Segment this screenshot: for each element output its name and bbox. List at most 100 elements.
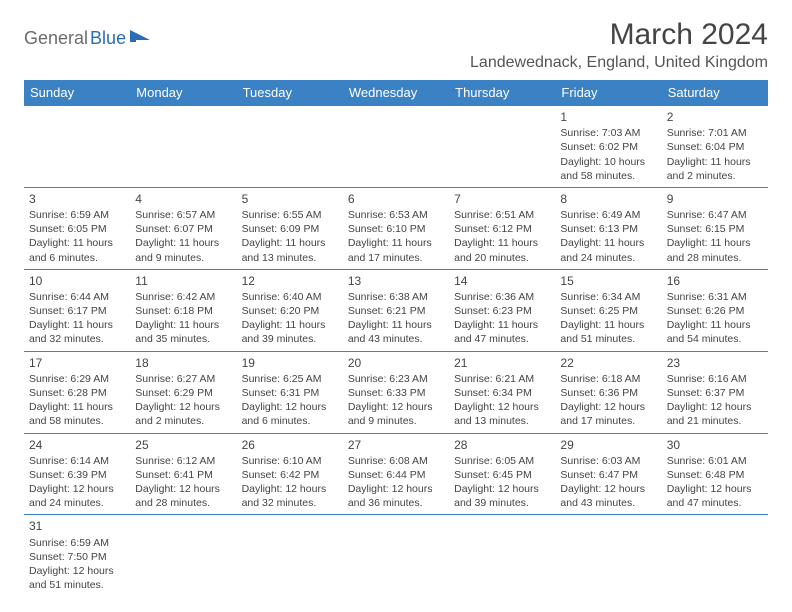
day-number: 6 [348, 191, 444, 207]
sunrise-line: Sunrise: 6:59 AM [29, 208, 125, 222]
sunset-line: Sunset: 6:36 PM [560, 386, 656, 400]
calendar-table: SundayMondayTuesdayWednesdayThursdayFrid… [24, 80, 768, 596]
day-number: 9 [667, 191, 763, 207]
calendar-cell [24, 106, 130, 188]
logo-text-blue: Blue [90, 28, 126, 49]
daylight-line-1: Daylight: 11 hours [135, 236, 231, 250]
day-number: 25 [135, 437, 231, 453]
sunrise-line: Sunrise: 6:57 AM [135, 208, 231, 222]
daylight-line-1: Daylight: 12 hours [29, 482, 125, 496]
sunset-line: Sunset: 6:47 PM [560, 468, 656, 482]
sunrise-line: Sunrise: 6:34 AM [560, 290, 656, 304]
sunrise-line: Sunrise: 6:25 AM [242, 372, 338, 386]
calendar-cell: 5Sunrise: 6:55 AMSunset: 6:09 PMDaylight… [237, 187, 343, 269]
daylight-line-2: and 39 minutes. [454, 496, 550, 510]
daylight-line-1: Daylight: 11 hours [242, 236, 338, 250]
daylight-line-1: Daylight: 12 hours [135, 482, 231, 496]
sunrise-line: Sunrise: 6:01 AM [667, 454, 763, 468]
calendar-cell: 23Sunrise: 6:16 AMSunset: 6:37 PMDayligh… [662, 351, 768, 433]
daylight-line-2: and 9 minutes. [348, 414, 444, 428]
flag-icon [130, 28, 152, 49]
location: Landewednack, England, United Kingdom [470, 54, 768, 72]
calendar-cell [662, 515, 768, 596]
calendar-cell: 1Sunrise: 7:03 AMSunset: 6:02 PMDaylight… [555, 106, 661, 188]
day-header: Saturday [662, 80, 768, 106]
day-number: 2 [667, 109, 763, 125]
sunrise-line: Sunrise: 6:29 AM [29, 372, 125, 386]
day-header: Thursday [449, 80, 555, 106]
sunset-line: Sunset: 6:09 PM [242, 222, 338, 236]
daylight-line-2: and 24 minutes. [29, 496, 125, 510]
daylight-line-2: and 28 minutes. [135, 496, 231, 510]
calendar-cell: 18Sunrise: 6:27 AMSunset: 6:29 PMDayligh… [130, 351, 236, 433]
day-number: 21 [454, 355, 550, 371]
calendar-cell: 29Sunrise: 6:03 AMSunset: 6:47 PMDayligh… [555, 433, 661, 515]
day-number: 15 [560, 273, 656, 289]
sunrise-line: Sunrise: 6:10 AM [242, 454, 338, 468]
sunset-line: Sunset: 6:48 PM [667, 468, 763, 482]
daylight-line-2: and 36 minutes. [348, 496, 444, 510]
daylight-line-2: and 58 minutes. [560, 169, 656, 183]
daylight-line-1: Daylight: 11 hours [135, 318, 231, 332]
day-number: 11 [135, 273, 231, 289]
sunset-line: Sunset: 6:20 PM [242, 304, 338, 318]
calendar-row: 3Sunrise: 6:59 AMSunset: 6:05 PMDaylight… [24, 187, 768, 269]
calendar-cell: 12Sunrise: 6:40 AMSunset: 6:20 PMDayligh… [237, 269, 343, 351]
sunset-line: Sunset: 6:29 PM [135, 386, 231, 400]
calendar-cell: 19Sunrise: 6:25 AMSunset: 6:31 PMDayligh… [237, 351, 343, 433]
day-number: 13 [348, 273, 444, 289]
sunrise-line: Sunrise: 6:05 AM [454, 454, 550, 468]
calendar-cell: 21Sunrise: 6:21 AMSunset: 6:34 PMDayligh… [449, 351, 555, 433]
daylight-line-2: and 43 minutes. [348, 332, 444, 346]
day-number: 29 [560, 437, 656, 453]
daylight-line-2: and 32 minutes. [242, 496, 338, 510]
daylight-line-2: and 47 minutes. [454, 332, 550, 346]
calendar-cell: 22Sunrise: 6:18 AMSunset: 6:36 PMDayligh… [555, 351, 661, 433]
sunrise-line: Sunrise: 6:14 AM [29, 454, 125, 468]
daylight-line-1: Daylight: 12 hours [242, 482, 338, 496]
sunrise-line: Sunrise: 6:36 AM [454, 290, 550, 304]
daylight-line-1: Daylight: 12 hours [560, 400, 656, 414]
sunset-line: Sunset: 6:13 PM [560, 222, 656, 236]
day-number: 4 [135, 191, 231, 207]
day-number: 10 [29, 273, 125, 289]
daylight-line-1: Daylight: 12 hours [29, 564, 125, 578]
logo: General Blue [24, 28, 152, 49]
calendar-cell: 14Sunrise: 6:36 AMSunset: 6:23 PMDayligh… [449, 269, 555, 351]
sunrise-line: Sunrise: 7:01 AM [667, 126, 763, 140]
daylight-line-2: and 24 minutes. [560, 251, 656, 265]
sunrise-line: Sunrise: 7:03 AM [560, 126, 656, 140]
sunset-line: Sunset: 6:42 PM [242, 468, 338, 482]
calendar-cell [130, 106, 236, 188]
sunset-line: Sunset: 6:15 PM [667, 222, 763, 236]
calendar-cell: 17Sunrise: 6:29 AMSunset: 6:28 PMDayligh… [24, 351, 130, 433]
daylight-line-1: Daylight: 11 hours [29, 400, 125, 414]
daylight-line-1: Daylight: 12 hours [348, 482, 444, 496]
daylight-line-2: and 6 minutes. [29, 251, 125, 265]
calendar-cell: 24Sunrise: 6:14 AMSunset: 6:39 PMDayligh… [24, 433, 130, 515]
day-number: 26 [242, 437, 338, 453]
day-number: 7 [454, 191, 550, 207]
sunrise-line: Sunrise: 6:16 AM [667, 372, 763, 386]
daylight-line-1: Daylight: 11 hours [29, 318, 125, 332]
sunrise-line: Sunrise: 6:42 AM [135, 290, 231, 304]
daylight-line-1: Daylight: 11 hours [454, 318, 550, 332]
daylight-line-1: Daylight: 11 hours [242, 318, 338, 332]
calendar-cell [449, 515, 555, 596]
calendar-cell: 13Sunrise: 6:38 AMSunset: 6:21 PMDayligh… [343, 269, 449, 351]
calendar-cell: 26Sunrise: 6:10 AMSunset: 6:42 PMDayligh… [237, 433, 343, 515]
daylight-line-2: and 2 minutes. [135, 414, 231, 428]
sunrise-line: Sunrise: 6:12 AM [135, 454, 231, 468]
sunset-line: Sunset: 6:31 PM [242, 386, 338, 400]
sunset-line: Sunset: 6:04 PM [667, 140, 763, 154]
sunset-line: Sunset: 6:07 PM [135, 222, 231, 236]
day-number: 20 [348, 355, 444, 371]
sunset-line: Sunset: 6:23 PM [454, 304, 550, 318]
daylight-line-1: Daylight: 12 hours [667, 482, 763, 496]
day-number: 3 [29, 191, 125, 207]
daylight-line-2: and 13 minutes. [454, 414, 550, 428]
day-number: 28 [454, 437, 550, 453]
daylight-line-2: and 43 minutes. [560, 496, 656, 510]
daylight-line-2: and 58 minutes. [29, 414, 125, 428]
calendar-cell [449, 106, 555, 188]
